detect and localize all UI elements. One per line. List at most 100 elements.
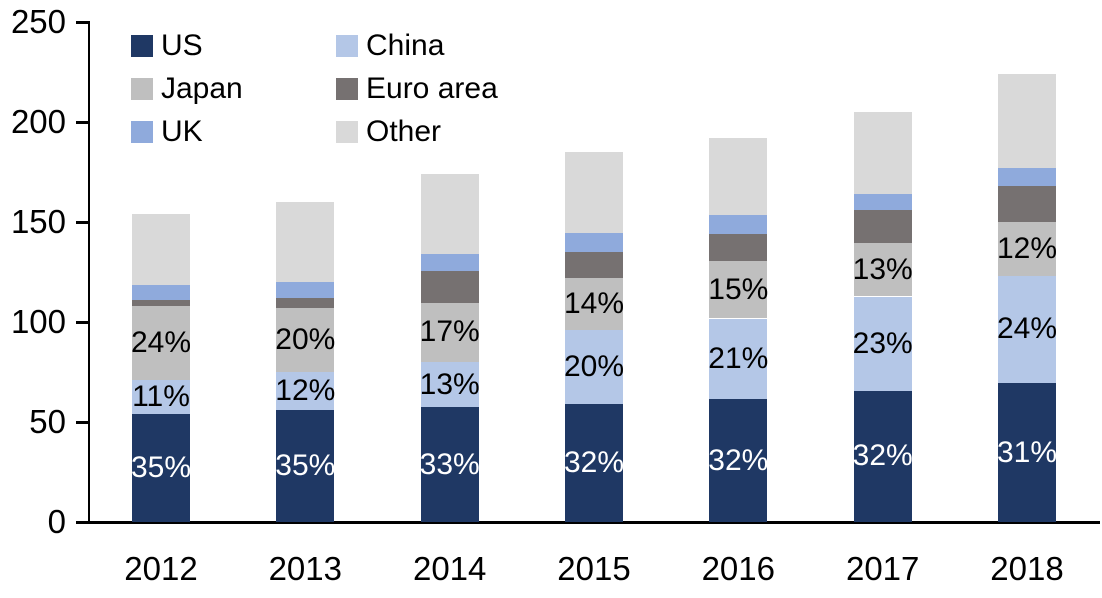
- bar-segment-china-2018: [998, 275, 1056, 384]
- bar-segment-china-2016: [709, 318, 768, 400]
- legend-label: Other: [366, 115, 442, 148]
- bar-segment-china-2012: [132, 380, 190, 415]
- legend-item-other: Other: [336, 116, 536, 148]
- bar-segment-japan-2012: [132, 306, 190, 381]
- bar-segment-us-2017: [853, 390, 912, 522]
- bar-segment-us-2012: [132, 414, 190, 522]
- bar-segment-other-2016: [709, 138, 768, 215]
- x-tick-label-2013: 2013: [268, 550, 342, 587]
- bar-segment-japan-2016: [709, 260, 768, 319]
- bar-segment-other-2018: [998, 74, 1056, 169]
- y-tick-label: 50: [29, 403, 66, 440]
- data-label-japan-2017: 13%: [852, 252, 913, 286]
- y-tick-mark: [76, 420, 90, 424]
- bar-segment-japan-2017: [853, 243, 912, 297]
- bar-segment-uk-2018: [998, 168, 1056, 186]
- bar-segment-euro-area-2018: [998, 186, 1056, 222]
- bar-segment-euro-area-2015: [565, 251, 623, 278]
- data-label-japan-2013: 20%: [275, 322, 336, 356]
- bar-segment-us-2018: [998, 383, 1056, 522]
- data-label-china-2014: 13%: [419, 367, 480, 401]
- legend-label: US: [161, 29, 203, 62]
- data-label-china-2012: 11%: [132, 380, 190, 414]
- data-label-japan-2016: 15%: [708, 272, 769, 306]
- bar-segment-other-2013: [276, 202, 335, 282]
- x-tick-label-2018: 2018: [990, 550, 1064, 587]
- data-label-us-2014: 33%: [419, 447, 480, 481]
- legend-swatch-icon: [131, 78, 153, 100]
- data-label-china-2013: 12%: [275, 373, 336, 407]
- bar-segment-euro-area-2012: [132, 300, 190, 307]
- data-label-china-2018: 24%: [996, 312, 1058, 346]
- legend-label: Euro area: [366, 72, 498, 105]
- bar-segment-japan-2013: [276, 307, 335, 372]
- data-label-us-2015: 32%: [563, 445, 625, 479]
- bar-segment-other-2017: [853, 112, 912, 194]
- legend-swatch-icon: [131, 35, 153, 57]
- data-label-china-2016: 21%: [708, 341, 769, 375]
- bar-segment-japan-2018: [998, 221, 1056, 276]
- data-label-china-2017: 23%: [852, 326, 913, 360]
- data-label-china-2015: 20%: [563, 349, 625, 383]
- bar-segment-euro-area-2016: [709, 234, 768, 261]
- bar-segment-us-2016: [709, 399, 768, 522]
- bar-segment-other-2015: [565, 152, 623, 234]
- data-label-us-2013: 35%: [275, 449, 336, 482]
- bar-segment-china-2013: [276, 371, 335, 410]
- y-tick-mark: [76, 320, 90, 324]
- legend-item-euro-area: Euro area: [336, 73, 536, 105]
- y-tick-mark: [76, 520, 90, 524]
- bar-segment-china-2017: [853, 296, 912, 391]
- legend-label: Japan: [161, 72, 243, 105]
- bar-segment-china-2014: [420, 361, 479, 408]
- bar-segment-us-2013: [276, 410, 335, 522]
- y-tick-label: 200: [10, 103, 66, 140]
- bar-segment-uk-2014: [420, 254, 479, 272]
- bar-segment-other-2014: [420, 174, 479, 254]
- y-tick-mark: [76, 20, 90, 24]
- bar-segment-japan-2015: [565, 277, 623, 330]
- legend-item-japan: Japan: [131, 73, 331, 105]
- x-tick-label-2016: 2016: [701, 550, 775, 587]
- bar-segment-uk-2015: [565, 233, 623, 252]
- legend-label: China: [366, 29, 445, 62]
- data-label-japan-2015: 14%: [563, 286, 625, 320]
- legend-swatch-icon: [336, 78, 358, 100]
- data-label-japan-2014: 17%: [419, 315, 480, 349]
- y-tick-label: 100: [10, 303, 66, 340]
- data-label-us-2016: 32%: [708, 443, 769, 477]
- y-axis-line: [88, 22, 90, 523]
- y-tick-label: 0: [47, 503, 66, 540]
- x-tick-label-2012: 2012: [124, 550, 198, 587]
- data-label-us-2017: 32%: [852, 439, 913, 473]
- legend-item-china: China: [336, 30, 536, 62]
- data-label-japan-2018: 12%: [996, 231, 1058, 265]
- legend-item-uk: UK: [131, 116, 331, 148]
- data-label-us-2012: 35%: [130, 451, 192, 485]
- bar-segment-uk-2017: [853, 194, 912, 211]
- y-tick-label: 250: [10, 3, 66, 40]
- bar-segment-euro-area-2014: [420, 271, 479, 303]
- legend-swatch-icon: [336, 121, 358, 143]
- bar-segment-china-2015: [565, 329, 623, 404]
- bar-segment-euro-area-2013: [276, 298, 335, 308]
- bar-segment-other-2012: [132, 214, 190, 285]
- legend-swatch-icon: [336, 35, 358, 57]
- x-tick-label-2017: 2017: [845, 550, 920, 587]
- data-label-japan-2012: 24%: [130, 326, 192, 360]
- legend-item-us: US: [131, 30, 331, 62]
- data-label-us-2018: 31%: [996, 435, 1058, 469]
- y-tick-label: 150: [10, 203, 66, 240]
- y-tick-mark: [76, 120, 90, 124]
- x-axis-line: [76, 521, 1100, 524]
- bar-segment-uk-2013: [276, 282, 335, 298]
- x-tick-label-2014: 2014: [412, 550, 487, 587]
- y-tick-mark: [76, 220, 90, 224]
- bar-segment-euro-area-2017: [853, 210, 912, 244]
- legend-swatch-icon: [131, 121, 153, 143]
- bar-segment-uk-2012: [132, 284, 190, 301]
- bar-segment-uk-2016: [709, 214, 768, 234]
- bar-segment-us-2014: [420, 407, 479, 522]
- bar-segment-japan-2014: [420, 302, 479, 362]
